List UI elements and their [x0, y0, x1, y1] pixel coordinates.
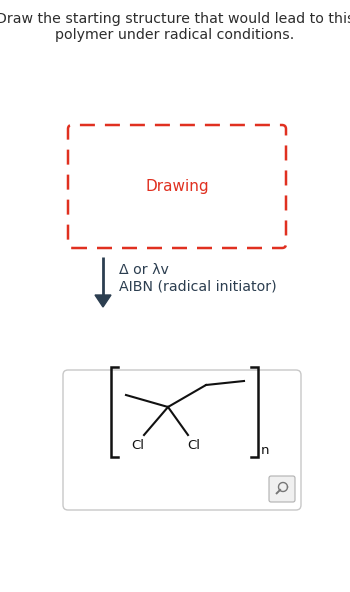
- Text: Δ or λv: Δ or λv: [119, 263, 169, 277]
- Polygon shape: [95, 295, 111, 307]
- Text: Cl: Cl: [188, 439, 201, 452]
- Text: AIBN (radical initiator): AIBN (radical initiator): [119, 280, 276, 294]
- FancyBboxPatch shape: [269, 476, 295, 502]
- Text: Draw the starting structure that would lead to this: Draw the starting structure that would l…: [0, 12, 350, 26]
- Text: Drawing: Drawing: [145, 179, 209, 194]
- Text: polymer under radical conditions.: polymer under radical conditions.: [55, 28, 295, 42]
- FancyBboxPatch shape: [63, 370, 301, 510]
- Text: Cl: Cl: [132, 439, 145, 452]
- Text: n: n: [261, 444, 270, 457]
